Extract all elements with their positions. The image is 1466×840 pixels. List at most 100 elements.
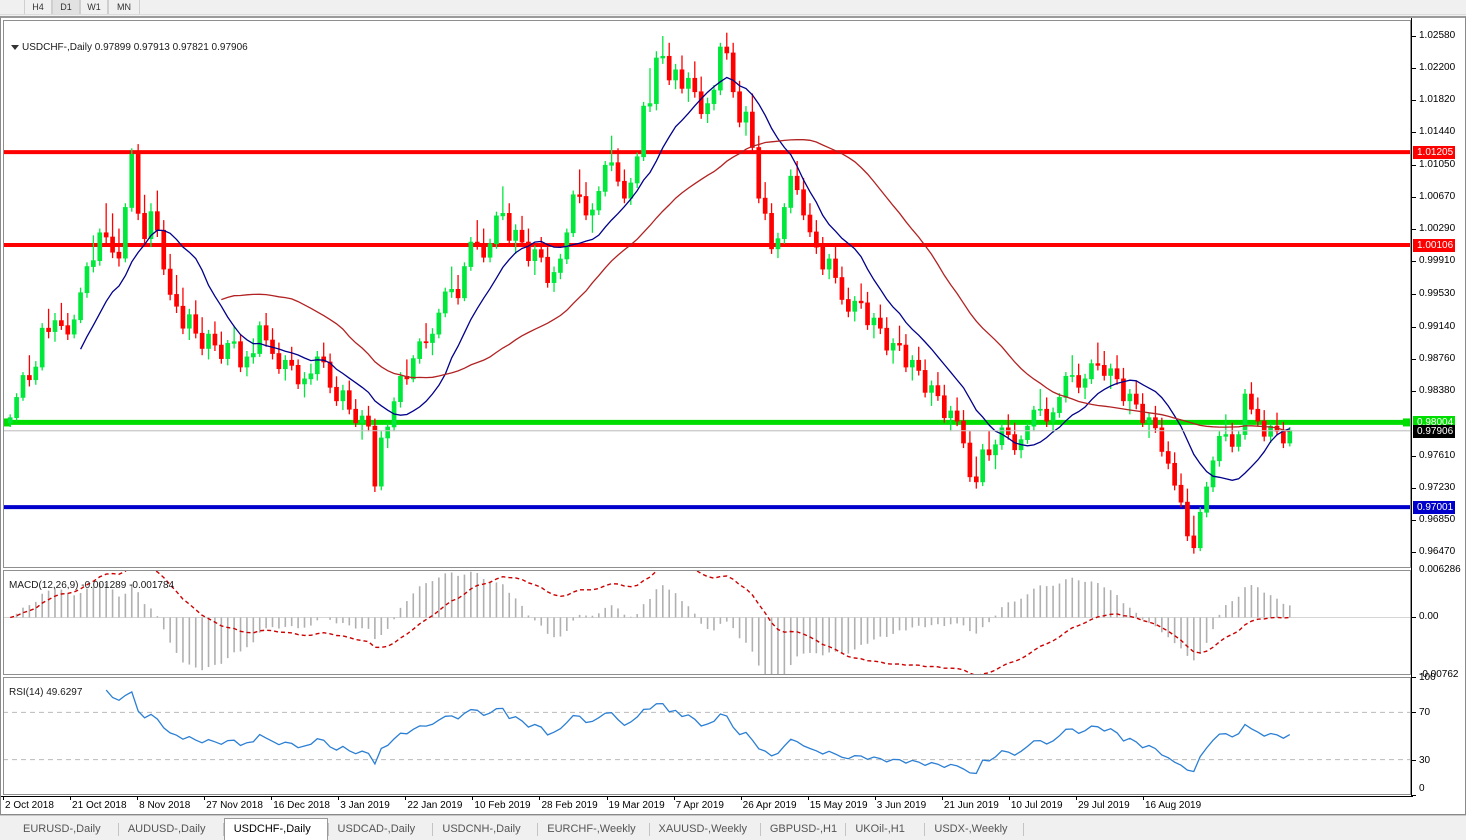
rsi-axis-tick: [1412, 795, 1416, 796]
symbol-tab-audusd[interactable]: AUDUSD-,Daily: [127, 823, 206, 835]
date-axis-tick: [137, 797, 139, 800]
tab-separator: [117, 823, 119, 836]
symbol-tab-usdchf[interactable]: USDCHF-,Daily: [223, 818, 328, 840]
chart-window[interactable]: USDCHF-,Daily 0.97899 0.97913 0.97821 0.…: [0, 16, 1466, 815]
price-axis-tick: [1412, 487, 1416, 489]
price-axis-tick: [1412, 197, 1416, 199]
price-pane[interactable]: [3, 20, 1413, 568]
price-axis-label: 1.02200: [1419, 62, 1456, 74]
price-axis-tick: [1412, 165, 1416, 167]
price-axis-tick: [1412, 519, 1416, 521]
date-axis-label: 26 Apr 2019: [742, 800, 797, 811]
date-axis-label: 16 Aug 2019: [1145, 800, 1202, 811]
macd-plot: [3, 570, 1413, 675]
price-axis-label: 0.99910: [1419, 255, 1456, 267]
date-axis-label: 15 May 2019: [809, 800, 868, 811]
date-axis-tick: [338, 797, 340, 800]
price-axis-label: 1.01050: [1419, 159, 1456, 171]
price-axis-label: 1.02580: [1419, 30, 1456, 42]
price-tag-resistance[interactable]: 1.01205: [1413, 146, 1456, 160]
date-axis-label: 27 Nov 2018: [206, 800, 263, 811]
price-axis-tick: [1412, 293, 1416, 295]
date-axis-tick: [70, 797, 72, 800]
rsi-axis-tick: [1412, 677, 1416, 678]
date-axis-label: 2 Oct 2018: [5, 800, 54, 811]
tab-separator: [845, 823, 847, 836]
date-axis-tick: [271, 797, 273, 800]
chart-header: USDCHF-,Daily 0.97899 0.97913 0.97821 0.…: [11, 42, 248, 54]
price-tag-support-blue[interactable]: 0.97001: [1413, 501, 1456, 515]
price-axis-tick: [1412, 455, 1416, 457]
date-axis-tick: [606, 797, 608, 800]
date-scale[interactable]: 2 Oct 2018 21 Oct 2018 8 Nov 2018 27 Nov 20…: [1, 796, 1413, 814]
date-axis-tick: [1008, 797, 1010, 800]
price-axis-label: 0.96850: [1419, 513, 1456, 525]
timeframe-button-h4[interactable]: H4: [24, 0, 52, 14]
date-axis-tick: [874, 797, 876, 800]
collapse-triangle-icon[interactable]: [11, 44, 19, 50]
price-axis-tick: [1412, 100, 1416, 102]
price-axis-tick: [1412, 132, 1416, 134]
macd-axis-label: -0.00762: [1419, 669, 1459, 680]
symbol-tab-gbpusd[interactable]: GBPUSD-,H1: [769, 823, 838, 835]
symbol-tab-bar: EURUSD-,Daily AUDUSD-,Daily USDCHF-,Daily U…: [0, 815, 1466, 840]
date-axis-label: 21 Jun 2019: [943, 800, 999, 811]
tab-separator: [759, 823, 761, 836]
symbol-tab-ukoil[interactable]: UKOil-,H1: [855, 823, 905, 835]
macd-pane[interactable]: [3, 570, 1413, 675]
date-axis-tick: [807, 797, 809, 800]
date-axis-label: 3 Jan 2019: [340, 800, 390, 811]
tab-separator: [327, 823, 329, 836]
timeframe-button-d1[interactable]: D1: [52, 0, 80, 14]
date-axis-label: 3 Jun 2019: [876, 800, 927, 811]
symbol-tab-eurusd[interactable]: EURUSD-,Daily: [23, 823, 101, 835]
price-axis-label: 0.98760: [1419, 352, 1456, 364]
price-axis-label: 0.98380: [1419, 384, 1456, 396]
timeframe-button-w1[interactable]: W1: [80, 0, 108, 14]
rsi-plot: [3, 689, 1413, 775]
date-axis-tick: [3, 797, 4, 800]
timeframe-button-mn[interactable]: MN: [108, 0, 140, 14]
date-axis-label: 22 Jan 2019: [407, 800, 463, 811]
date-axis-label: 10 Feb 2019: [474, 800, 531, 811]
price-axis-label: 1.01440: [1419, 126, 1456, 138]
date-axis-tick: [472, 797, 474, 800]
date-axis-tick: [941, 797, 943, 800]
macd-label: MACD(12,26,9) -0.001289 -0.001784: [9, 580, 175, 591]
price-axis-label: 0.97610: [1419, 449, 1456, 461]
date-axis-label: 28 Feb 2019: [541, 800, 598, 811]
symbol-tab-usdcnh[interactable]: USDCNH-,Daily: [442, 823, 521, 835]
price-tag-resistance[interactable]: 1.00106: [1413, 238, 1456, 252]
date-axis-label: 7 Apr 2019: [675, 800, 724, 811]
date-axis-label: 19 Mar 2019: [608, 800, 665, 811]
rsi-axis-tick: [1412, 712, 1416, 714]
price-axis-label: 0.99530: [1419, 287, 1456, 299]
symbol-tab-usdx[interactable]: USDX-,Weekly: [934, 823, 1008, 835]
symbol-tab-eurchf[interactable]: EURCHF-,Weekly: [547, 823, 636, 835]
date-axis-label: 16 Dec 2018: [273, 800, 330, 811]
chart-header-text: USDCHF-,Daily 0.97899 0.97913 0.97821 0.…: [22, 42, 248, 53]
tab-separator: [432, 823, 434, 836]
tab-separator: [1022, 823, 1024, 836]
macd-axis-label: 0.00: [1419, 611, 1439, 623]
price-candles: [3, 32, 1413, 554]
price-tag-current-price[interactable]: 0.97906: [1413, 424, 1456, 438]
price-scale[interactable]: 1.02580 1.02200 1.01820 1.01440 1.01050 1.006…: [1411, 18, 1465, 814]
price-axis-tick: [1412, 68, 1416, 70]
tab-separator: [648, 823, 650, 836]
symbol-tab-usdcad[interactable]: USDCAD-,Daily: [337, 823, 416, 835]
date-axis-label: 29 Jul 2019: [1077, 800, 1130, 811]
date-axis-tick: [673, 797, 675, 800]
symbol-tab-xauusd[interactable]: XAUUSD-,Weekly: [658, 823, 747, 835]
rsi-axis-label: 70: [1419, 707, 1431, 719]
price-axis-tick: [1412, 358, 1416, 360]
timeframe-toolbar: H4 D1 W1 MN: [0, 0, 1466, 15]
rsi-axis-label: 30: [1419, 754, 1431, 766]
price-axis-label: 0.99140: [1419, 320, 1456, 332]
date-axis-tick: [740, 797, 742, 800]
rsi-pane[interactable]: [3, 677, 1413, 795]
date-axis-tick: [204, 797, 206, 800]
price-axis-label: 0.97230: [1419, 481, 1456, 493]
price-axis-tick: [1412, 551, 1416, 553]
